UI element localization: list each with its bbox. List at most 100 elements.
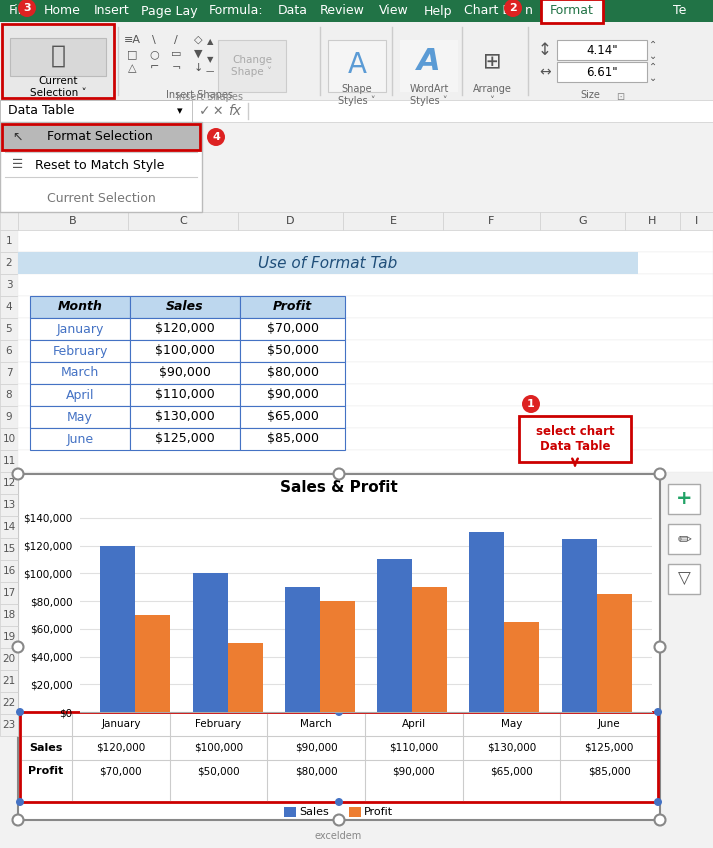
Text: $85,000: $85,000 [267,432,319,445]
Bar [668,484,700,514]
Text: ○: ○ [149,49,159,59]
Text: 3: 3 [24,3,31,13]
Text: ▼: ▼ [207,55,213,64]
Text: Format Selection: Format Selection [47,131,153,143]
Text: 2: 2 [6,258,12,268]
Text: Formula:: Formula: [209,4,264,18]
Bar [18,318,713,340]
Text: 🖌: 🖌 [51,44,66,68]
Text: ✓: ✓ [199,104,211,118]
Text: ✏: ✏ [677,530,691,548]
Text: Month: Month [58,300,103,314]
Bar [0,122,202,212]
Bar [0,274,18,296]
Circle shape [334,468,344,479]
Text: 7: 7 [6,368,12,378]
Bar [238,212,343,230]
Circle shape [655,814,665,825]
Bar [668,564,700,594]
Circle shape [522,395,540,413]
Bar [0,252,18,274]
Text: 11: 11 [2,456,16,466]
Text: Page Lay: Page Lay [141,4,198,18]
Text: 1: 1 [527,399,535,409]
Bar [130,362,240,384]
Bar [30,318,130,340]
Circle shape [504,0,522,17]
Text: G: G [578,216,587,226]
Bar [18,212,128,230]
Bar [130,318,240,340]
Text: $130,000: $130,000 [487,743,536,753]
Text: File: File [9,4,29,18]
Text: ↕: ↕ [538,41,552,59]
Bar [412,587,447,712]
Text: 23: 23 [2,720,16,730]
Text: ≡A: ≡A [123,35,140,45]
Text: April: April [66,388,94,401]
Bar [349,807,361,817]
Text: Current Selection: Current Selection [46,192,155,204]
Bar [469,532,504,712]
Text: View: View [379,4,409,18]
Text: $120,000: $120,000 [155,322,215,336]
Text: D: D [286,216,294,226]
Circle shape [654,798,662,806]
Bar [0,318,18,340]
Text: ▼: ▼ [194,49,202,59]
Circle shape [335,708,343,716]
Bar [130,296,240,318]
Text: C: C [179,216,187,226]
Text: Insert: Insert [94,4,130,18]
Text: 12: 12 [2,478,16,488]
Bar [130,406,240,428]
Bar [343,212,443,230]
Circle shape [334,814,344,825]
Bar [0,560,18,582]
Bar [18,340,713,362]
Text: 3: 3 [6,280,12,290]
Text: 1: 1 [6,236,12,246]
Bar [0,22,713,100]
Text: $80,000: $80,000 [295,766,337,776]
Text: $110,000: $110,000 [155,388,215,401]
Text: ⌃
⌄: ⌃ ⌄ [649,39,657,61]
Text: $125,000: $125,000 [585,743,634,753]
Text: n: n [525,4,533,18]
Bar [284,807,296,817]
Bar [504,622,540,712]
Text: $65,000: $65,000 [267,410,319,423]
Text: $65,000: $65,000 [490,766,533,776]
Bar [18,406,713,428]
Text: \: \ [152,35,156,45]
Text: $120,000: $120,000 [96,743,145,753]
Bar [540,212,625,230]
Text: June: June [66,432,93,445]
Text: 10: 10 [2,434,16,444]
Text: May: May [498,697,520,707]
Text: /: / [174,35,178,45]
Text: February: February [200,697,246,707]
Text: 20: 20 [2,654,16,664]
Bar [18,252,638,274]
Bar [0,692,18,714]
Text: Profit: Profit [273,300,312,314]
Text: Format: Format [550,4,594,18]
Bar [20,712,658,802]
Text: 17: 17 [2,588,16,598]
Bar [130,384,240,406]
Text: April: April [401,697,426,707]
Bar [193,573,227,712]
Bar [0,450,18,472]
Text: 4: 4 [6,302,12,312]
Bar [328,40,386,92]
Bar [0,516,18,538]
Text: 22: 22 [2,698,16,708]
Text: fx: fx [228,104,242,118]
Bar [0,472,18,494]
Bar [101,545,135,712]
Bar [0,212,18,230]
Bar [0,212,713,230]
Bar [625,212,680,230]
Bar [18,362,713,384]
